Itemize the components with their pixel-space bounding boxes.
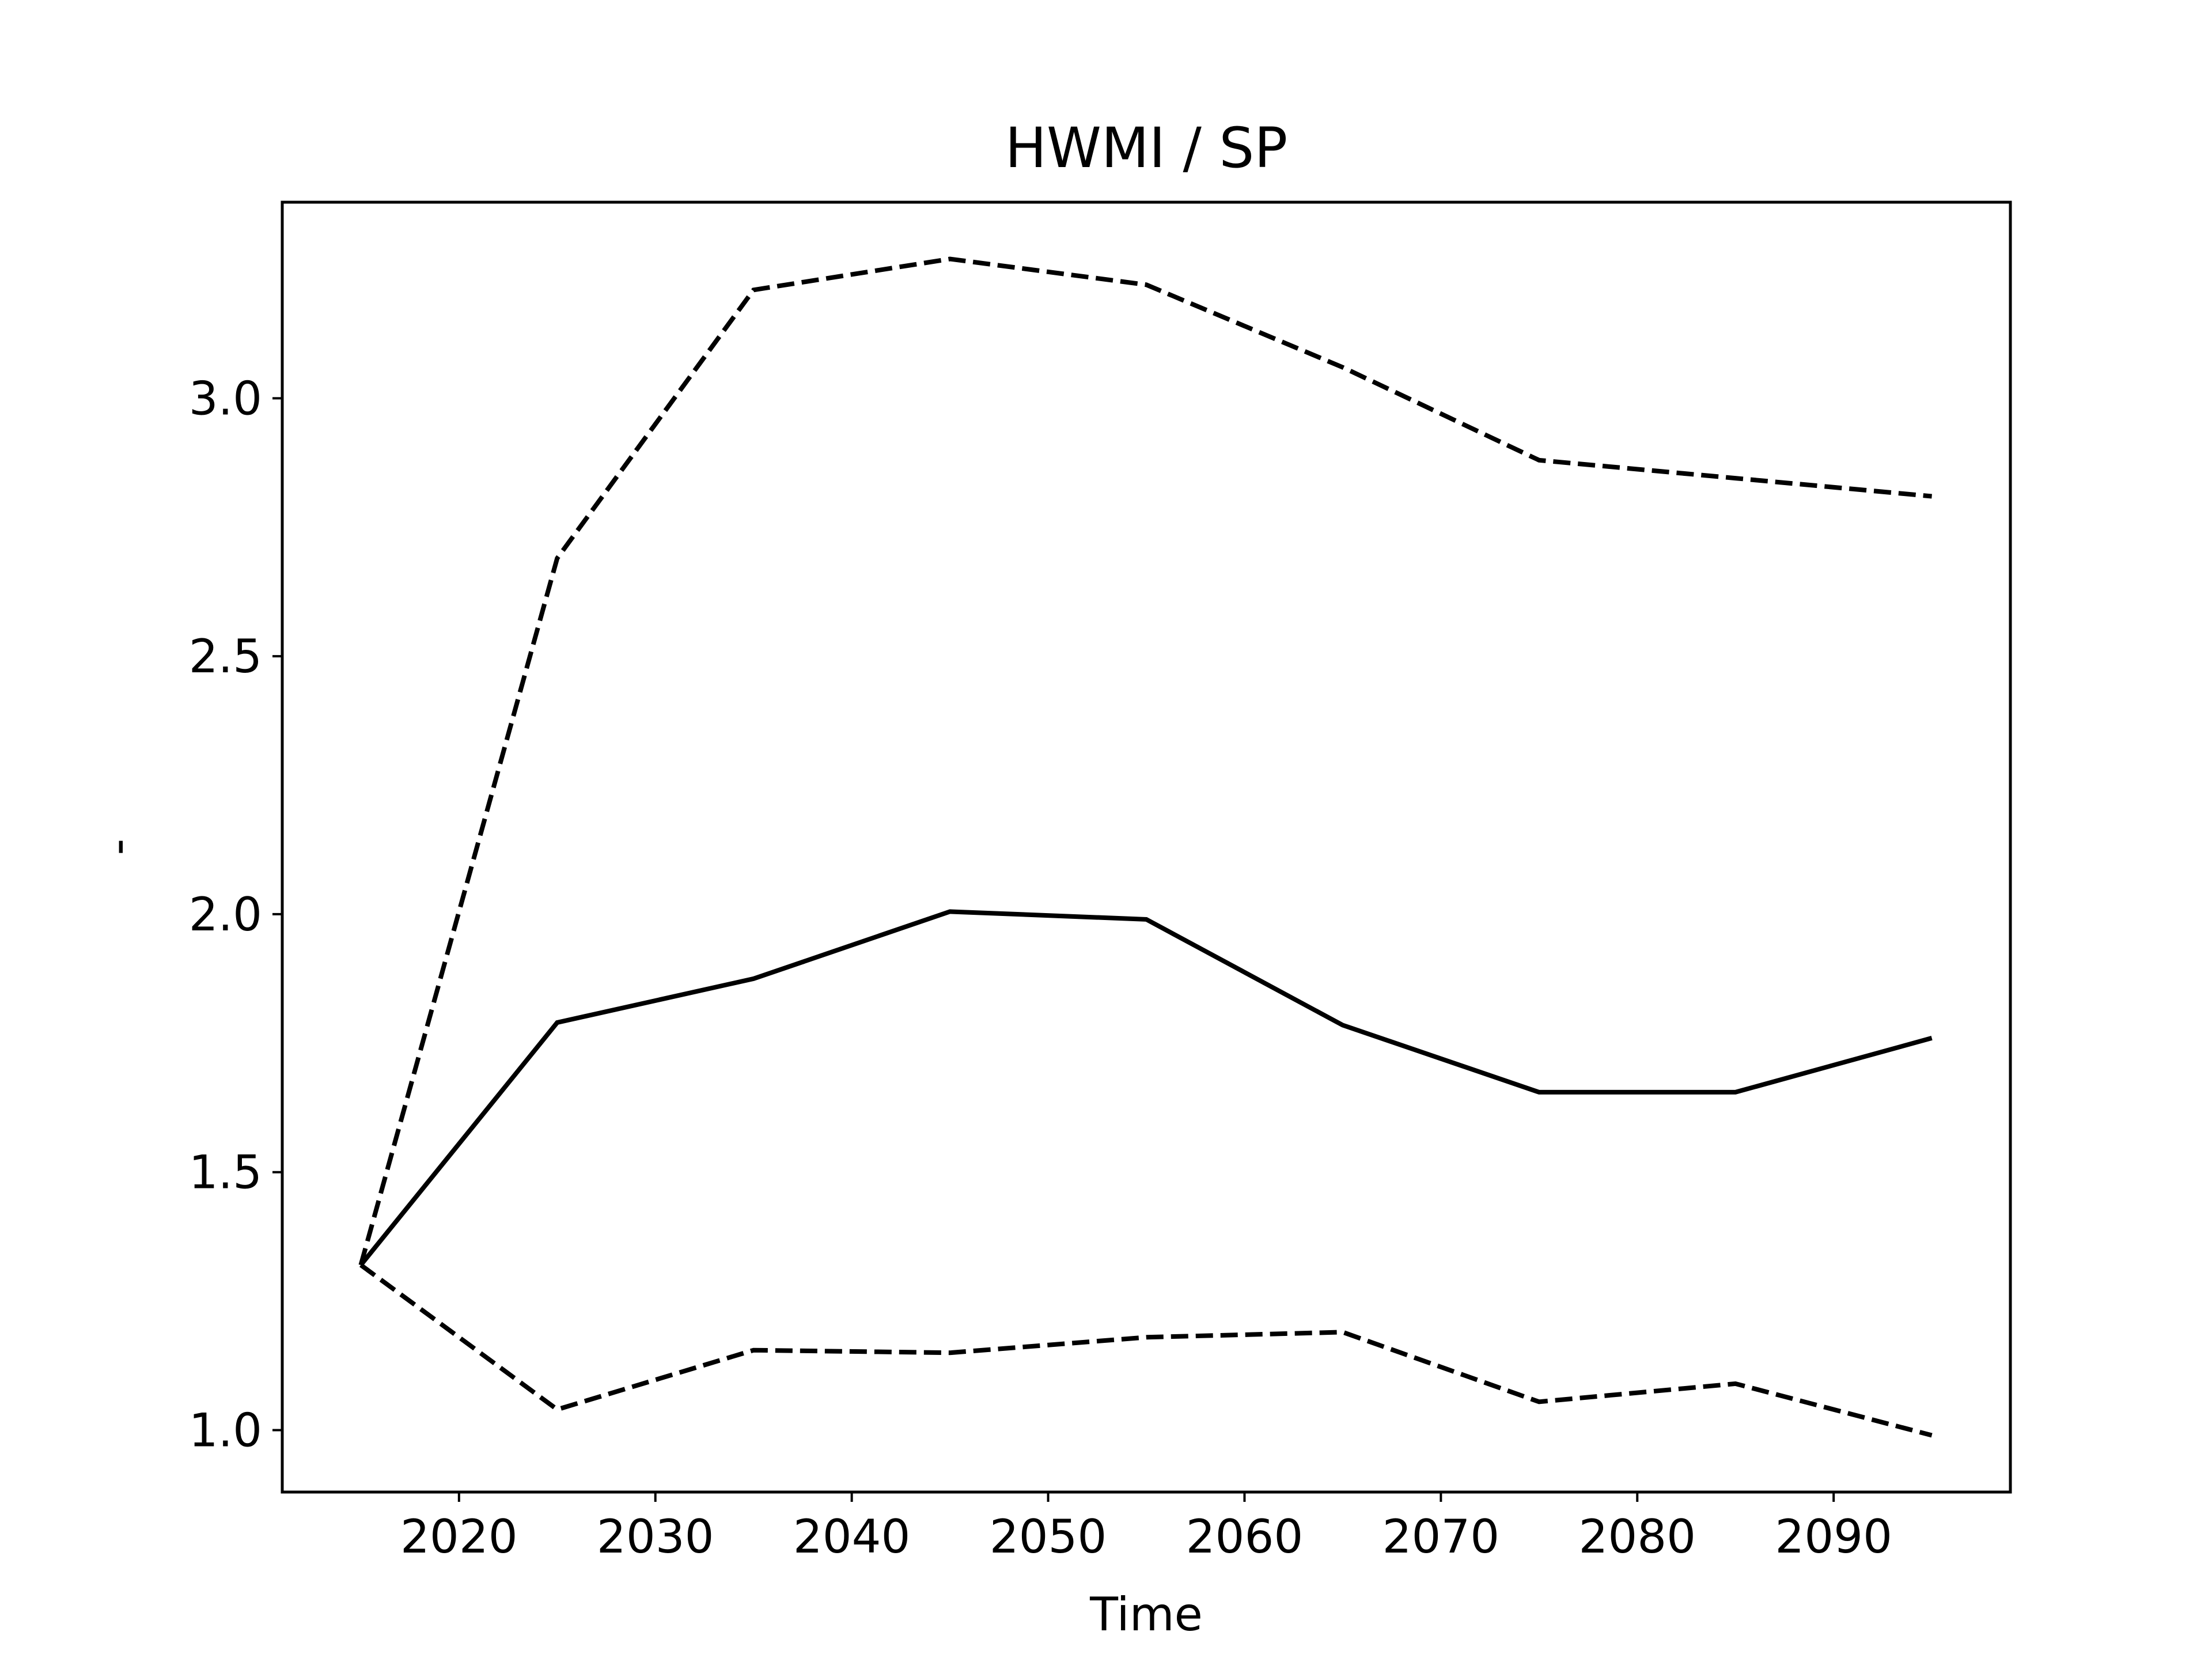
series-layer: [358, 256, 1933, 1438]
x-axis-ticks: 2020 2030 2040 2050 2060 2070 2080 2090: [400, 1492, 1892, 1563]
plot-area-frame: [281, 200, 2012, 1494]
series-line-2: [358, 256, 1932, 1266]
x-tick-label: 2070: [1382, 1510, 1500, 1563]
x-tick-label: 2060: [1186, 1510, 1304, 1563]
x-tick-label: 2040: [793, 1510, 911, 1563]
x-tick-label: 2050: [990, 1510, 1107, 1563]
y-tick-label: 3.0: [189, 372, 262, 425]
series-line-1: [359, 909, 1933, 1267]
y-tick-label: 2.0: [189, 888, 262, 941]
series-line-3: [359, 1263, 1933, 1438]
x-tick-label: 2080: [1578, 1510, 1696, 1563]
x-tick-label: 2090: [1775, 1510, 1892, 1563]
y-tick-label: 1.5: [189, 1146, 262, 1199]
x-axis-label: Time: [1089, 1588, 1203, 1641]
y-axis-ticks: 1.0 1.5 2.0 2.5 3.0: [189, 372, 282, 1457]
y-tick-label: 1.0: [189, 1404, 262, 1457]
y-axis-label: -: [91, 839, 145, 855]
x-tick-label: 2020: [400, 1510, 518, 1563]
x-tick-label: 2030: [597, 1510, 714, 1563]
y-tick-label: 2.5: [189, 630, 262, 683]
chart-title: HWMI / SP: [1005, 116, 1287, 180]
